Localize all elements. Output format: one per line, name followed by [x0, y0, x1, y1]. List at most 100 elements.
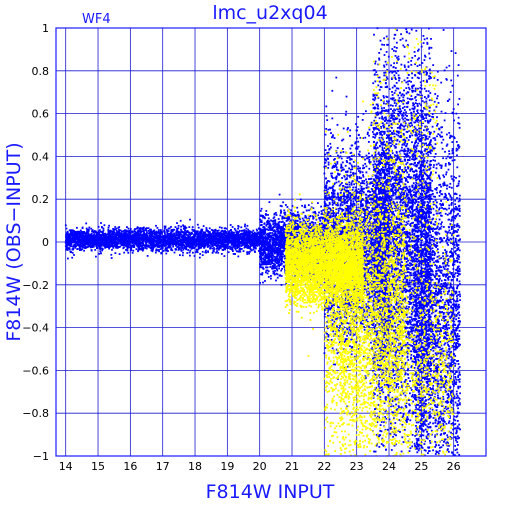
data-point [257, 236, 260, 238]
data-point [132, 243, 135, 246]
data-point [102, 238, 104, 241]
data-point [71, 231, 74, 234]
data-point [248, 232, 250, 234]
data-point [157, 235, 159, 238]
data-point [193, 247, 196, 250]
data-point [211, 244, 214, 246]
data-point [98, 252, 101, 255]
data-point [232, 246, 235, 248]
data-point [237, 234, 239, 237]
data-point [265, 271, 267, 274]
data-point [159, 240, 162, 243]
data-point [230, 229, 232, 231]
data-point [134, 236, 137, 239]
data-point [307, 225, 310, 228]
data-point [110, 257, 113, 259]
data-point [208, 244, 211, 247]
data-point [129, 228, 132, 230]
data-point [79, 243, 82, 246]
data-point [145, 243, 148, 245]
data-point [123, 231, 125, 234]
data-point [80, 242, 83, 245]
data-point [237, 225, 240, 228]
data-point [65, 234, 67, 236]
data-point [92, 231, 95, 234]
data-point [186, 252, 189, 254]
data-point [230, 246, 233, 249]
data-point [220, 247, 222, 249]
data-point [92, 242, 95, 244]
data-point [238, 248, 241, 251]
data-point [267, 217, 270, 220]
data-point [199, 244, 202, 247]
data-point [123, 251, 126, 254]
data-point [223, 243, 226, 246]
data-point [286, 206, 289, 208]
data-point [137, 226, 139, 229]
data-point [77, 230, 79, 233]
data-point [79, 238, 81, 241]
data-point [228, 232, 231, 235]
data-point [87, 232, 90, 234]
data-point [233, 231, 235, 234]
data-point [201, 234, 204, 236]
data-point [140, 243, 142, 246]
panel-label: WF4 [82, 12, 111, 27]
data-point [275, 279, 277, 282]
data-point [222, 231, 225, 234]
data-point [173, 251, 176, 254]
data-point [260, 235, 263, 238]
data-point [265, 210, 268, 212]
data-point [248, 235, 251, 238]
data-point [98, 235, 101, 238]
data-point [221, 233, 224, 236]
data-point [247, 228, 250, 231]
data-point [265, 213, 267, 216]
data-point [209, 246, 212, 249]
data-point [237, 250, 240, 253]
data-point [235, 235, 238, 238]
data-point [175, 243, 178, 246]
data-point [240, 236, 243, 238]
data-point [199, 232, 202, 234]
data-point [78, 236, 81, 239]
data-point [117, 242, 120, 245]
data-point [78, 246, 81, 249]
data-point [219, 238, 222, 241]
data-point [163, 225, 166, 228]
data-point [134, 228, 136, 230]
data-point [151, 231, 153, 234]
data-point [234, 248, 237, 251]
data-point [69, 234, 72, 237]
data-point [228, 230, 231, 232]
data-point [238, 250, 241, 252]
data-point [207, 230, 210, 233]
data-point [128, 232, 131, 235]
data-point [178, 236, 181, 239]
data-point [96, 243, 99, 245]
data-point [107, 230, 110, 233]
data-point [215, 251, 217, 254]
data-point [249, 248, 252, 251]
data-point [236, 250, 238, 253]
data-point [162, 249, 165, 252]
data-point [244, 223, 246, 226]
data-point [229, 224, 232, 226]
data-point [131, 240, 134, 243]
data-point [260, 224, 263, 226]
data-point [90, 227, 93, 230]
data-point [222, 248, 225, 251]
data-point [236, 247, 238, 249]
data-point [170, 226, 172, 228]
data-point [253, 232, 256, 235]
data-point [319, 220, 322, 222]
data-point [150, 244, 153, 247]
data-point [213, 247, 215, 249]
data-point [272, 225, 275, 228]
data-point [195, 230, 197, 233]
data-point [127, 240, 130, 242]
data-point [67, 247, 70, 250]
data-point [237, 246, 240, 249]
data-point [183, 234, 186, 236]
data-point [65, 236, 68, 239]
